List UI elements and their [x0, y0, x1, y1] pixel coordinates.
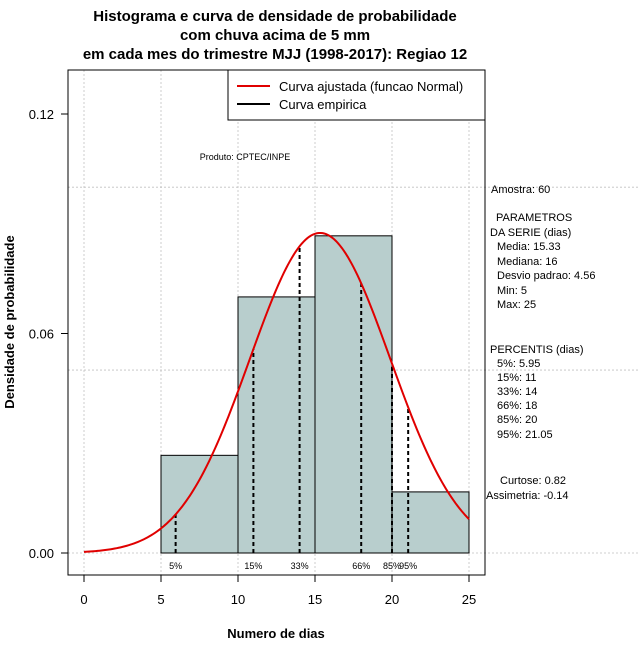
legend-box — [227, 69, 486, 121]
y-axis-label: Densidade de probabilidade — [2, 235, 17, 408]
bars-layer — [160, 235, 470, 554]
percentile-label-1: 15% — [244, 561, 262, 571]
stats-panel: Amostra: 60 PARAMETROS DA SERIE (dias) M… — [486, 184, 595, 502]
stat-p85: 85%: 20 — [497, 414, 537, 426]
percentile-label-3: 66% — [352, 561, 370, 571]
percentile-label-2: 33% — [291, 561, 309, 571]
histogram-bar-1 — [237, 296, 316, 554]
x-tick-label-2: 10 — [231, 592, 245, 607]
x-tick-label-1: 5 — [157, 592, 164, 607]
histogram-bar-2 — [314, 235, 393, 554]
stat-mediana: Mediana: 16 — [497, 256, 558, 268]
y-tick-label-0: 0.00 — [29, 546, 54, 561]
x-axis-label: Numero de dias — [227, 626, 325, 641]
stat-max: Max: 25 — [497, 299, 536, 311]
histogram-bar-0 — [160, 454, 239, 554]
percentile-label-0: 5% — [169, 561, 182, 571]
x-tick-label-5: 25 — [462, 592, 476, 607]
axes-layer: 0 5 10 15 20 25 0.00 0.06 0.12 — [29, 107, 477, 607]
curve-layer — [83, 231, 470, 553]
chart-title-line-3: em cada mes do trimestre MJJ (1998-2017)… — [83, 46, 467, 63]
stat-p33: 33%: 14 — [497, 386, 537, 398]
legend-label-empirical: Curva empirica — [279, 97, 367, 112]
stat-p15: 15%: 11 — [497, 372, 537, 384]
stat-amostra: Amostra: 60 — [491, 184, 550, 196]
legend: Curva ajustada (funcao Normal) Curva emp… — [227, 69, 486, 121]
chart-title-line-2: com chuva acima de 5 mm — [180, 27, 370, 44]
stat-p66: 66%: 18 — [497, 400, 537, 412]
y-tick-label-1: 0.06 — [29, 327, 54, 342]
histogram-bar-3 — [391, 491, 470, 554]
percentile-label-4: 85% — [383, 561, 401, 571]
x-tick-label-4: 20 — [385, 592, 399, 607]
stat-param-title-2: DA SERIE (dias) — [490, 227, 571, 239]
y-tick-label-2: 0.12 — [29, 107, 54, 122]
stat-desvio: Desvio padrao: 4.56 — [497, 270, 595, 282]
x-tick-label-3: 15 — [308, 592, 322, 607]
percentile-layer: 5% 15% 33% 66% 85%95% — [169, 246, 417, 571]
stat-p95: 95%: 21.05 — [497, 429, 553, 441]
stat-curtose: Curtose: 0.82 — [500, 475, 566, 487]
stat-p5: 5%: 5.95 — [497, 358, 540, 370]
stat-perc-title: PERCENTIS (dias) — [490, 344, 584, 356]
stat-min: Min: 5 — [497, 285, 527, 297]
normal-density-curve — [83, 231, 470, 553]
stat-param-title-1: PARAMETROS — [496, 212, 572, 224]
product-annotation: Produto: CPTEC/INPE — [200, 152, 291, 162]
legend-label-normal: Curva ajustada (funcao Normal) — [279, 79, 463, 94]
stat-assimetria: Assimetria: -0.14 — [486, 490, 569, 502]
stat-media: Media: 15.33 — [497, 241, 561, 253]
percentile-label-5: 95% — [399, 561, 417, 571]
x-tick-label-0: 0 — [80, 592, 87, 607]
chart-title-line-1: Histograma e curva de densidade de proba… — [93, 8, 456, 25]
